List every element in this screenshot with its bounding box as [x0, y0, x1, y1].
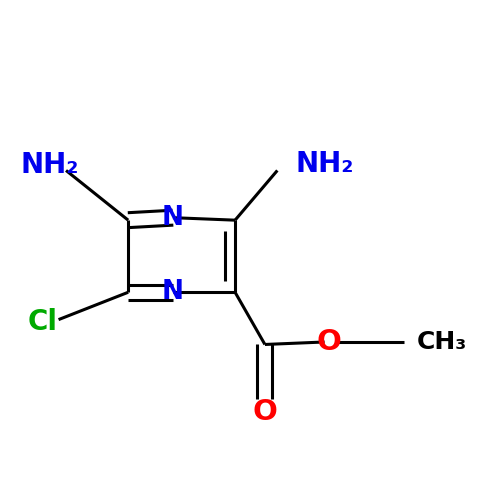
- Text: O: O: [252, 398, 278, 425]
- Text: O: O: [316, 328, 341, 356]
- Text: NH₂: NH₂: [296, 150, 354, 178]
- Text: CH₃: CH₃: [416, 330, 467, 354]
- Text: NH₂: NH₂: [20, 152, 79, 180]
- Text: N: N: [162, 280, 184, 305]
- Text: N: N: [162, 204, 184, 231]
- Text: Cl: Cl: [27, 308, 57, 336]
